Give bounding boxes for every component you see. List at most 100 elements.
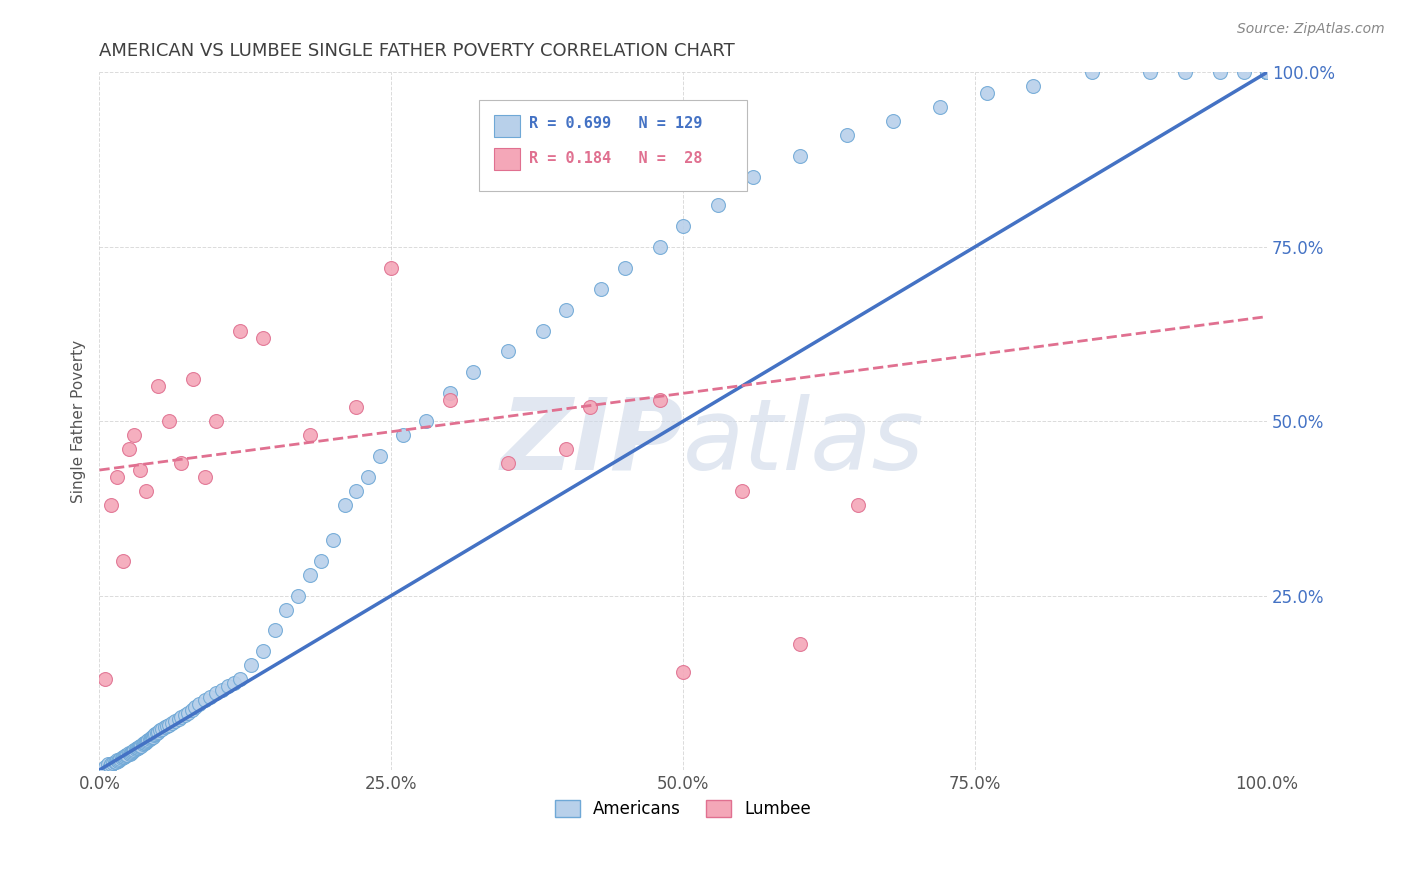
Point (103, 756, 125, 770)
Point (170, 456, 193, 470)
Point (131, 737, 153, 751)
Point (368, 449, 391, 463)
Point (127, 740, 149, 755)
Point (117, 746, 139, 760)
Point (94, 673, 117, 687)
Point (333, 498, 356, 512)
Point (298, 428, 321, 442)
Point (1139, 65, 1161, 79)
Point (555, 442, 578, 456)
Point (211, 682, 233, 697)
Point (115, 748, 138, 763)
Point (298, 567, 321, 582)
Point (107, 754, 129, 768)
Point (135, 735, 157, 749)
Point (132, 737, 155, 751)
Point (143, 728, 166, 742)
Legend: Americans, Lumbee: Americans, Lumbee (548, 793, 818, 824)
Point (322, 533, 344, 547)
Point (929, 100, 952, 114)
Text: ZIP: ZIP (501, 393, 683, 491)
Point (205, 414, 228, 428)
Point (648, 240, 671, 254)
Point (125, 741, 148, 756)
Point (263, 624, 285, 638)
Point (170, 710, 193, 724)
Point (555, 302, 578, 317)
Point (152, 722, 174, 736)
Point (846, 498, 869, 512)
Point (104, 756, 127, 770)
Point (94, 759, 117, 773)
Point (415, 414, 437, 428)
Point (648, 393, 671, 408)
Point (1174, 65, 1197, 79)
Point (228, 324, 250, 338)
Point (124, 428, 146, 442)
Point (165, 714, 187, 728)
Point (167, 712, 190, 726)
Point (1256, 65, 1278, 79)
Point (1256, 65, 1278, 79)
Point (1256, 65, 1278, 79)
Point (124, 742, 146, 756)
Point (742, 170, 765, 185)
Y-axis label: Single Father Poverty: Single Father Poverty (72, 340, 86, 503)
Point (252, 644, 274, 658)
Text: atlas: atlas (683, 393, 925, 491)
Bar (494, 115, 520, 137)
Point (380, 260, 402, 275)
Point (1256, 65, 1278, 79)
Point (1256, 65, 1278, 79)
Point (344, 401, 367, 415)
Point (104, 755, 127, 769)
Point (309, 554, 332, 568)
Point (200, 690, 222, 704)
Point (129, 739, 152, 754)
Point (392, 428, 415, 442)
Point (128, 739, 150, 754)
Point (145, 727, 167, 741)
Point (159, 414, 181, 428)
Point (217, 679, 239, 693)
Point (131, 739, 153, 753)
Point (672, 219, 695, 233)
Point (124, 743, 146, 757)
Point (1256, 65, 1278, 79)
Text: Source: ZipAtlas.com: Source: ZipAtlas.com (1237, 22, 1385, 37)
Point (111, 554, 134, 568)
Point (1022, 79, 1045, 94)
Point (159, 717, 181, 731)
Point (193, 693, 215, 707)
Point (1081, 65, 1104, 79)
Text: R = 0.184   N =  28: R = 0.184 N = 28 (529, 151, 703, 166)
Point (193, 470, 215, 484)
Point (1256, 65, 1278, 79)
Point (1256, 65, 1278, 79)
Point (139, 731, 162, 745)
Point (114, 749, 136, 764)
Point (117, 442, 139, 456)
Text: R = 0.699   N = 129: R = 0.699 N = 129 (529, 116, 703, 131)
Point (357, 470, 380, 484)
Point (184, 700, 207, 714)
Point (120, 746, 142, 760)
Point (181, 372, 204, 386)
Point (1256, 65, 1278, 79)
Point (591, 282, 613, 296)
Point (146, 379, 169, 393)
Point (138, 733, 160, 747)
Point (1256, 65, 1278, 79)
Point (1256, 65, 1278, 79)
Point (252, 330, 274, 344)
Point (222, 675, 245, 690)
Point (1256, 65, 1278, 79)
Point (461, 365, 484, 379)
Point (228, 673, 250, 687)
Point (976, 87, 998, 101)
Point (1256, 65, 1278, 79)
Point (180, 703, 202, 717)
Point (156, 719, 179, 733)
Point (177, 706, 200, 720)
Point (97, 757, 120, 772)
